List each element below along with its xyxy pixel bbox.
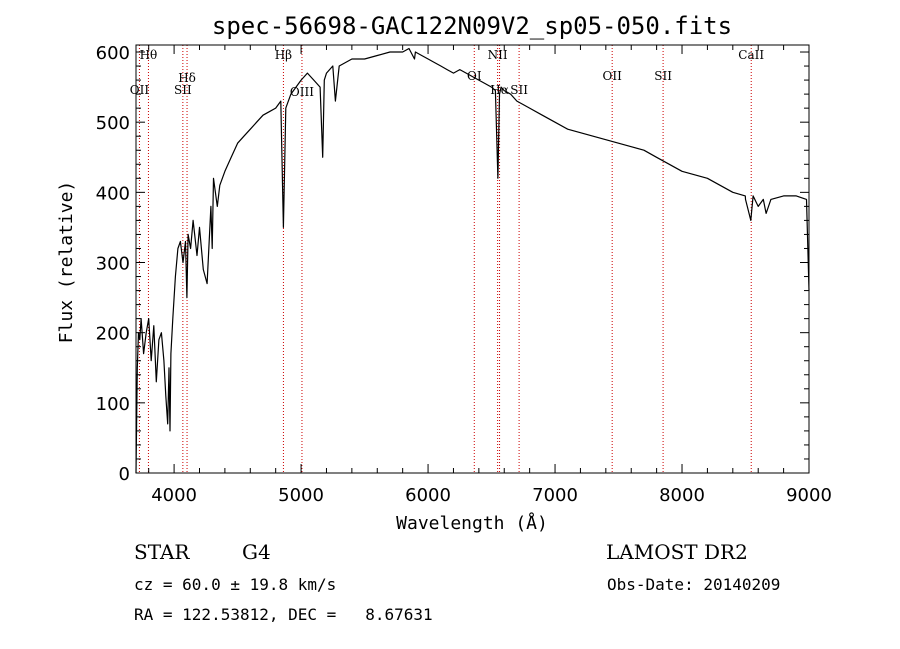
marker-label-CaII: CaII [738, 48, 764, 62]
marker-label-SII: SII [510, 83, 528, 97]
marker-label-OII: OII [603, 69, 623, 83]
y-tick-label-600: 600 [96, 43, 130, 64]
x-tick-label-5000: 5000 [278, 485, 324, 506]
marker-label-OIII: OIII [290, 85, 314, 99]
object-subclass: G4 [242, 540, 271, 564]
coordinates-text: RA = 122.53812, DEC = 8.67631 [134, 605, 433, 624]
object-class: STAR [134, 540, 190, 564]
marker-label-SII: SII [654, 69, 672, 83]
y-tick-label-300: 300 [96, 254, 130, 275]
y-tick-label-100: 100 [96, 394, 130, 415]
x-tick-label-7000: 7000 [532, 485, 578, 506]
x-tick-label-9000: 9000 [786, 485, 832, 506]
survey-label: LAMOST DR2 [606, 540, 748, 564]
chart-title: spec-56698-GAC122N09V2_sp05-050.fits [212, 12, 732, 40]
x-tick-label-8000: 8000 [659, 485, 705, 506]
tick-layer: 4000 5000 6000 7000 8000 9000 0 100 200 300 400 500… [96, 43, 832, 506]
y-axis-label: Flux (relative) [56, 181, 77, 344]
marker-label-Hβ: Hβ [275, 48, 292, 62]
marker-label-NII: NII [488, 48, 508, 62]
x-tick-label-4000: 4000 [151, 485, 197, 506]
obs-date-text: Obs-Date: 20140209 [607, 575, 781, 594]
plot-frame [135, 44, 810, 474]
y-tick-label-200: 200 [96, 324, 130, 345]
y-tick-label-400: 400 [96, 183, 130, 204]
y-tick-label-500: 500 [96, 113, 130, 134]
marker-label-OII: OII [130, 83, 150, 97]
marker-label-Hθ: Hθ [140, 48, 158, 62]
y-tick-label-0: 0 [119, 464, 130, 485]
spectrum-line [135, 47, 810, 474]
redshift-text: cz = 60.0 ± 19.8 km/s [134, 575, 337, 594]
x-axis-label: Wavelength (Å) [396, 512, 548, 534]
x-tick-label-6000: 6000 [405, 485, 451, 506]
marker-label-SII: SII [174, 83, 192, 97]
